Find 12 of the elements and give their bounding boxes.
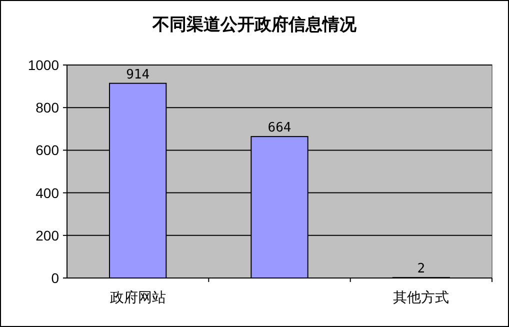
chart-title: 不同渠道公开政府信息情况 bbox=[152, 15, 358, 34]
y-tick-label: 600 bbox=[36, 142, 60, 158]
data-label: 2 bbox=[417, 262, 426, 277]
data-label: 664 bbox=[268, 120, 292, 136]
data-label: 914 bbox=[126, 67, 150, 82]
y-tick-label: 0 bbox=[51, 270, 60, 286]
y-tick-label: 400 bbox=[36, 184, 60, 201]
x-tick-label: 政府网站 bbox=[110, 289, 166, 305]
y-tick-label: 1000 bbox=[28, 57, 60, 73]
x-tick-label: 其他方式 bbox=[393, 289, 450, 305]
y-tick-label: 800 bbox=[36, 100, 60, 116]
y-tick-label: 200 bbox=[36, 227, 60, 244]
